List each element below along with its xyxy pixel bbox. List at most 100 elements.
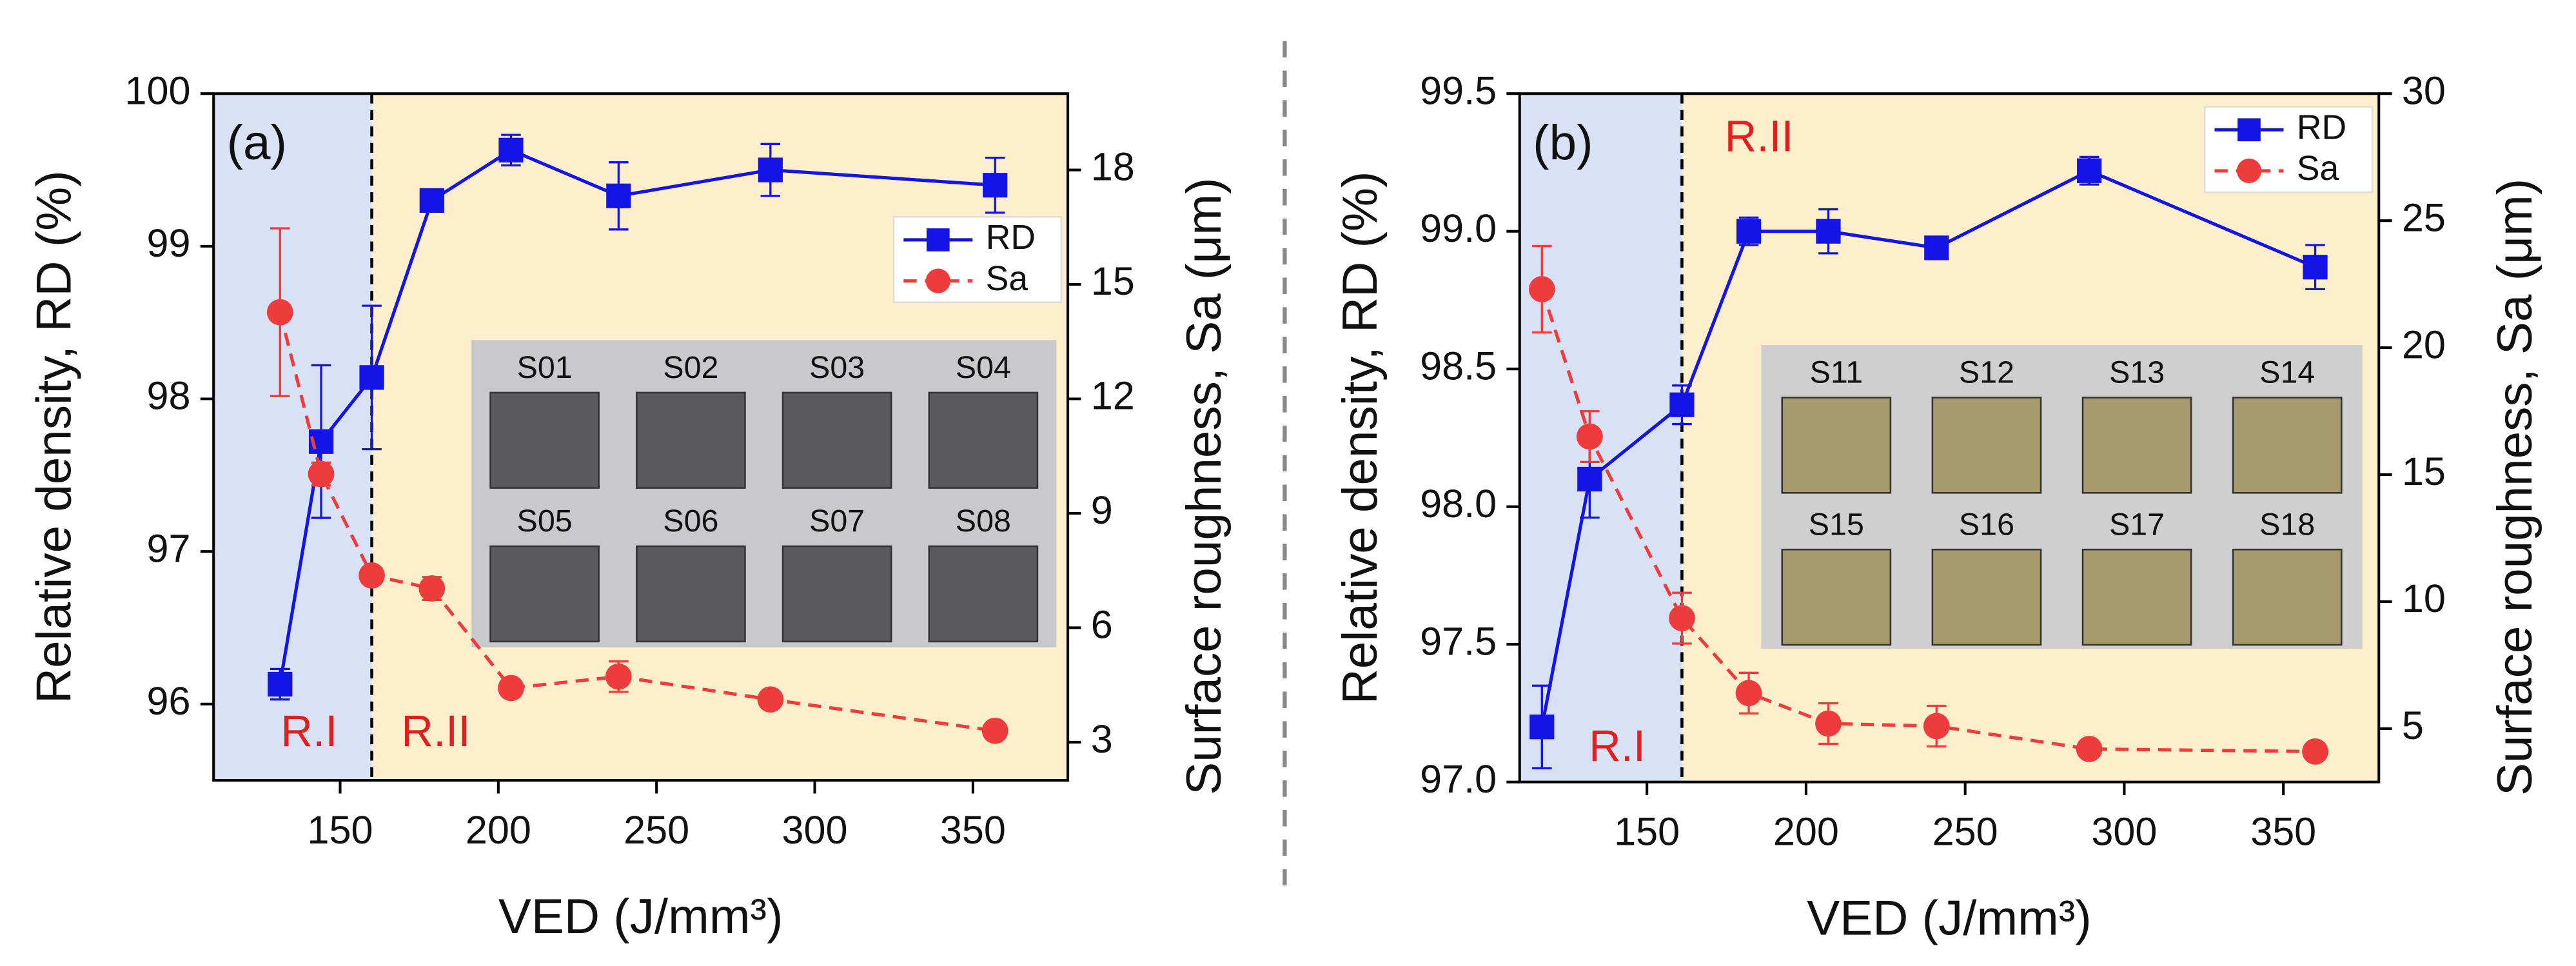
sample-tile <box>1931 548 2042 646</box>
x-tick-label: 200 <box>1773 809 1839 853</box>
x-axis-title: VED (J/mm³) <box>1807 891 2092 945</box>
marker <box>1924 235 1949 261</box>
x-tick-label: 300 <box>782 808 848 852</box>
legend-label: Sa <box>986 260 1028 298</box>
plot-frame <box>212 92 1070 782</box>
y2-tick-label: 15 <box>2402 449 2446 493</box>
sample-tile <box>1781 548 1892 646</box>
marker <box>1669 605 1695 631</box>
y-tick-label: 99.0 <box>1420 206 1497 250</box>
inset-label: S01 <box>517 350 573 385</box>
inset-label: S07 <box>809 504 865 538</box>
x-tick-label: 350 <box>940 808 1006 852</box>
series-line <box>1540 288 2315 753</box>
y2-tick-label: 18 <box>1091 145 1135 189</box>
sample-tile <box>2081 397 2192 494</box>
sample-tile <box>2081 548 2192 646</box>
legend-label: RD <box>2297 108 2346 146</box>
x-tick-label: 150 <box>307 808 373 852</box>
legend-marker <box>2236 158 2262 184</box>
legend-marker <box>926 228 950 251</box>
legend-label: Sa <box>2297 150 2339 188</box>
marker <box>1815 710 1842 737</box>
region-label: R.II <box>1725 112 1794 161</box>
y-tick-label: 97.0 <box>1420 757 1497 801</box>
region-label: R.I <box>280 706 337 756</box>
sample-tile <box>928 391 1039 489</box>
marker <box>268 671 293 697</box>
marker <box>981 717 1008 744</box>
x-axis-title: VED (J/mm³) <box>498 889 783 944</box>
marker <box>1923 713 1950 740</box>
x-tick-label: 350 <box>2250 809 2316 853</box>
sample-tile <box>489 545 600 643</box>
y2-tick-label: 15 <box>1091 259 1135 303</box>
y-tick-label: 96 <box>147 679 191 723</box>
marker <box>359 365 384 390</box>
panel: R.I R.II S11 S12 S13 S14 S15 S16 S17 S18 150 200 250… <box>1333 68 2542 945</box>
inset-label: S05 <box>517 504 573 538</box>
legend-marker <box>2237 118 2261 142</box>
marker <box>419 188 444 213</box>
marker <box>757 686 784 713</box>
y2-tick-label: 6 <box>1091 603 1113 647</box>
sample-tile <box>2232 548 2343 646</box>
marker <box>498 137 524 163</box>
y2-tick-label: 25 <box>2402 195 2446 239</box>
inset-label: S08 <box>956 504 1011 538</box>
y2-axis-title: Surface roughness, Sa (μm) <box>1177 177 1232 794</box>
y2-axis-title: Surface roughness, Sa (μm) <box>2488 179 2542 796</box>
marker <box>266 299 293 326</box>
sample-tile <box>1931 397 2042 494</box>
legend-box <box>2203 106 2374 193</box>
region-label: R.II <box>401 706 470 756</box>
inset-label: S18 <box>2259 507 2315 542</box>
y-axis-title: Relative density, RD (%) <box>26 170 81 704</box>
marker <box>1669 392 1695 417</box>
legend-label: RD <box>986 219 1036 257</box>
y-tick-label: 97.5 <box>1420 619 1497 663</box>
marker <box>1816 219 1841 244</box>
legend-box <box>892 216 1063 304</box>
inset-label: S04 <box>956 350 1011 385</box>
y2-tick-label: 3 <box>1091 717 1113 761</box>
y2-tick-label: 5 <box>2402 704 2424 747</box>
marker <box>758 157 783 182</box>
x-tick-label: 200 <box>466 808 531 852</box>
marker <box>2076 736 2103 762</box>
marker <box>1577 466 1602 492</box>
inset-label: S13 <box>2109 355 2165 390</box>
inset-label: S06 <box>663 504 718 538</box>
sample-tile <box>2232 397 2343 494</box>
marker <box>1576 423 1603 450</box>
sample-tile <box>636 545 746 643</box>
x-tick-label: 250 <box>1932 809 1998 853</box>
panel-label: (a) <box>227 115 287 170</box>
sample-tile <box>928 545 1039 643</box>
region <box>213 94 372 781</box>
inset-label: S15 <box>1809 507 1864 542</box>
y2-tick-label: 12 <box>1091 374 1135 418</box>
y-tick-label: 99 <box>147 221 191 265</box>
inset-label: S14 <box>2259 355 2315 390</box>
x-tick-label: 300 <box>2091 809 2157 853</box>
marker <box>498 675 524 702</box>
inset-label: S03 <box>809 350 865 385</box>
y-tick-label: 98.0 <box>1420 482 1497 526</box>
marker <box>606 183 631 208</box>
region-label: R.I <box>1589 721 1646 771</box>
marker <box>418 575 446 602</box>
inset-label: S17 <box>2109 507 2165 542</box>
sample-tile <box>489 391 600 489</box>
inset-label: S16 <box>1959 507 2014 542</box>
marker <box>1736 219 1762 244</box>
x-tick-label: 250 <box>624 808 689 852</box>
series-line <box>278 311 996 733</box>
marker <box>1528 276 1555 302</box>
marker <box>1735 680 1762 707</box>
y2-tick-label: 10 <box>2402 577 2446 620</box>
sample-tile <box>1781 397 1892 494</box>
marker <box>308 460 335 488</box>
